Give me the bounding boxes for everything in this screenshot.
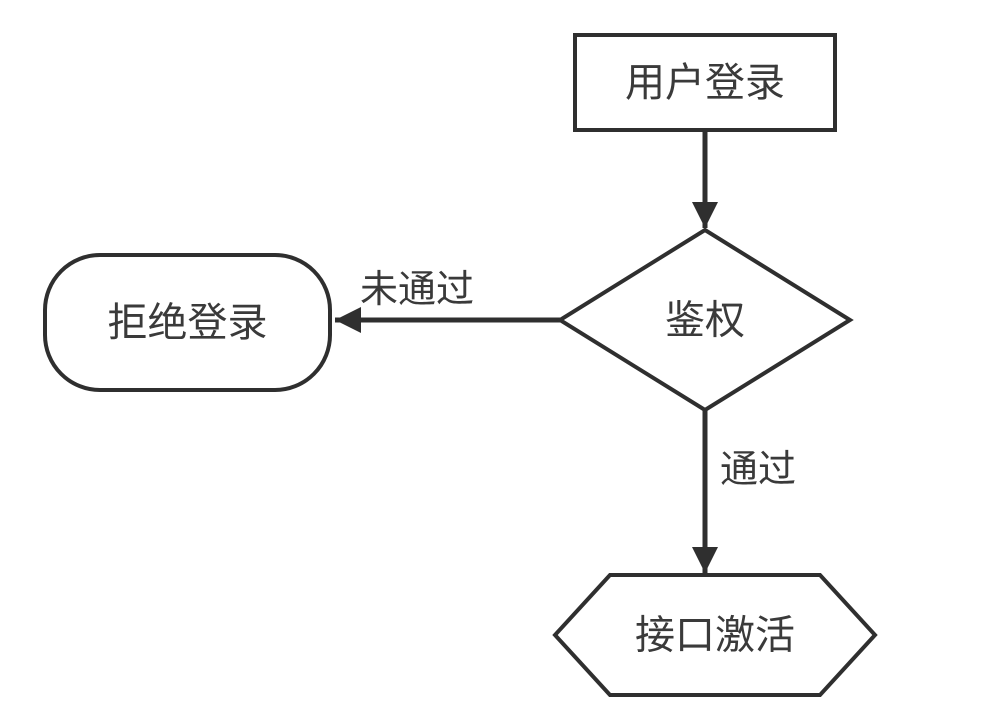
edge-label-auth-to-reject: 未通过 (360, 269, 474, 311)
flowchart-canvas: 未通过通过 用户登录拒绝登录 鉴权接口激活 (0, 0, 1000, 726)
node-label-start: 用户登录 (625, 60, 785, 105)
node-label-activate: 接口激活 (635, 613, 795, 658)
node-label-auth: 鉴权 (665, 298, 745, 343)
edge-label-auth-to-activate: 通过 (720, 449, 796, 491)
node-label-reject: 拒绝登录 (108, 300, 268, 345)
